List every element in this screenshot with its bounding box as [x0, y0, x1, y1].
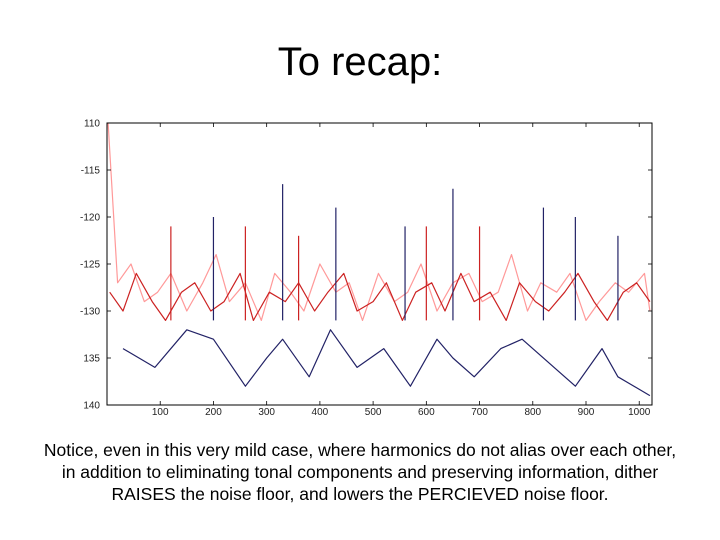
series-line-3 — [122, 329, 651, 397]
y-tick-label: 135 — [83, 354, 100, 365]
x-tick-label: 300 — [258, 407, 275, 418]
x-tick-label: 700 — [471, 407, 488, 418]
spectrum-chart: 100 200 300 400 500 600 700 800 900 1000 110 -115 -1… — [80, 119, 653, 418]
x-tick-label: 200 — [205, 407, 222, 418]
slide-title: To recap: — [277, 40, 443, 84]
x-tick-label: 600 — [418, 407, 435, 418]
plot-area — [107, 123, 651, 397]
y-tick-label: -125 — [80, 260, 100, 271]
x-tick-label: 100 — [152, 407, 169, 418]
x-tick-label: 900 — [578, 407, 595, 418]
y-tick-label: 110 — [84, 119, 100, 130]
x-tick-label: 500 — [365, 407, 382, 418]
y-tick-label: -115 — [81, 166, 101, 177]
y-tick-label: -120 — [80, 213, 100, 224]
axes: 100 200 300 400 500 600 700 800 900 1000 110 -115 -1… — [80, 119, 653, 418]
x-tick-label: 800 — [524, 407, 541, 418]
series-line-2 — [109, 272, 651, 321]
x-tick-label: 400 — [312, 407, 329, 418]
plot-frame — [106, 122, 653, 406]
y-tick-label: 140 — [83, 401, 100, 412]
series-line-1 — [107, 123, 651, 321]
slide-caption: Notice, even in this very mild case, whe… — [43, 440, 677, 504]
x-tick-label: 1000 — [628, 407, 651, 418]
y-tick-label: -130 — [80, 307, 100, 318]
